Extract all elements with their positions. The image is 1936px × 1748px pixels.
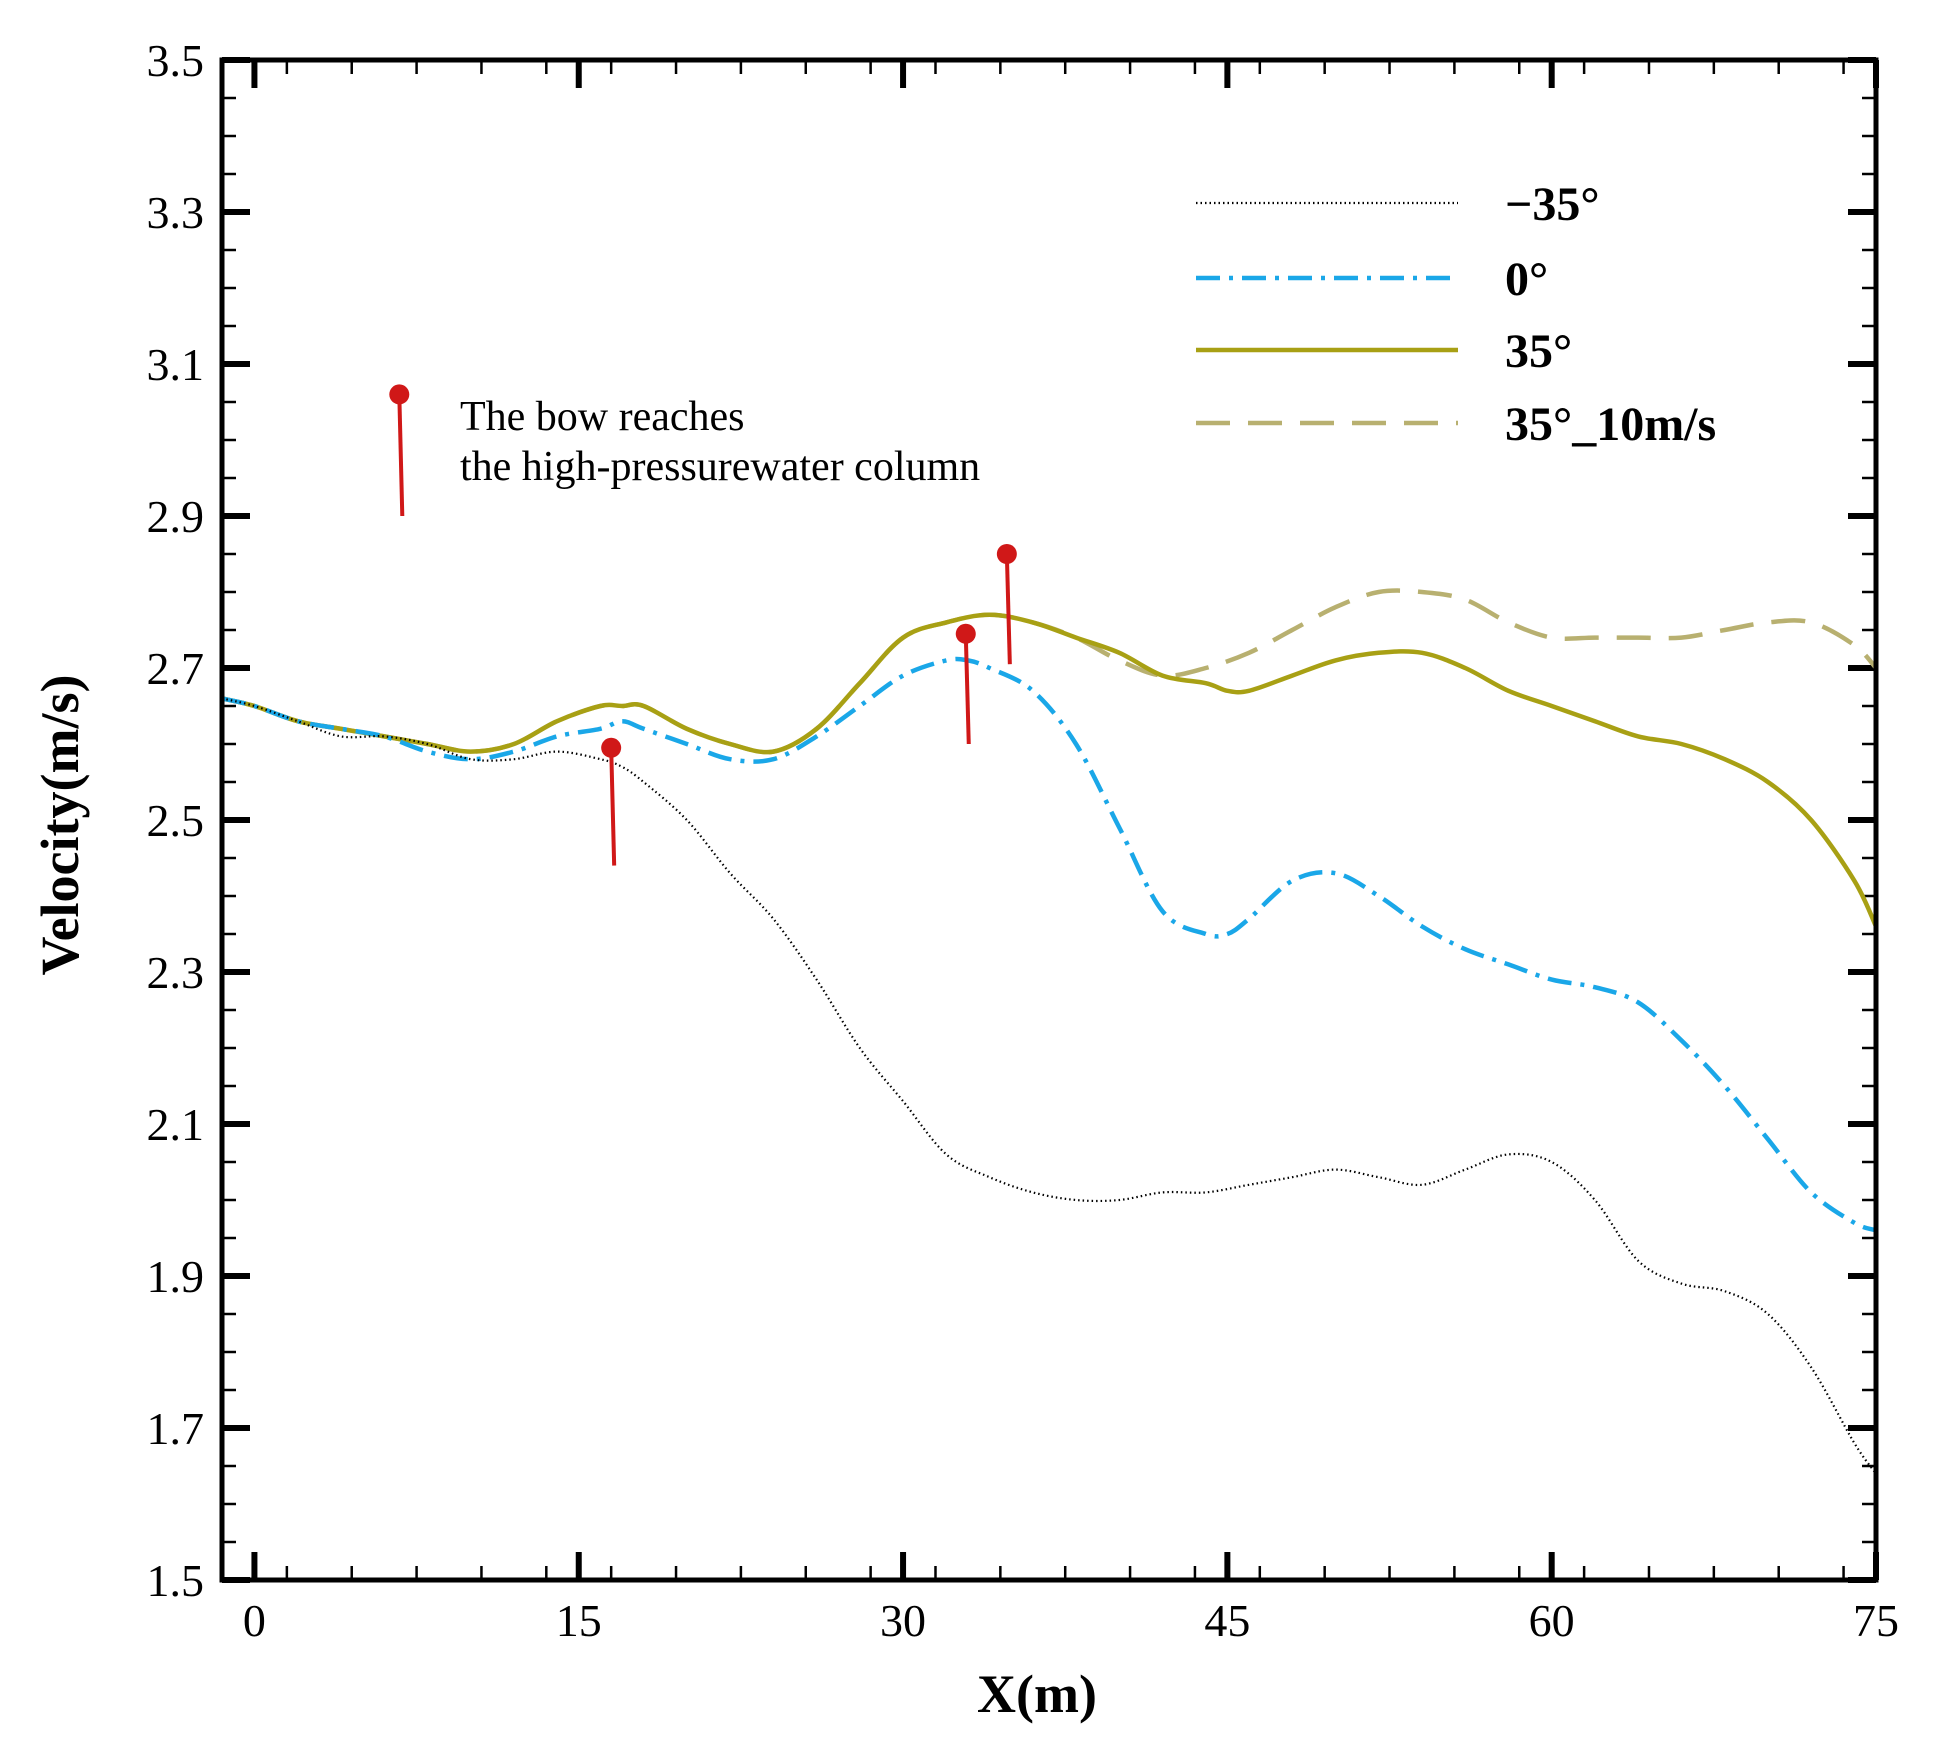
y-tick-label: 1.9 bbox=[147, 1251, 205, 1302]
tick-labels: 1.5 1.7 1.9 2.1 2.3 2.5 2.7 2.9 3.1 3.3 3.5 0 15 30 45… bbox=[147, 35, 1900, 1646]
y-tick-label: 2.5 bbox=[147, 795, 205, 846]
pin-stem bbox=[1004, 553, 1012, 665]
y-tick-label: 1.7 bbox=[147, 1403, 205, 1454]
y-tick-label: 2.7 bbox=[147, 643, 205, 694]
annotation-text-line2: the high-pressurewater column bbox=[460, 444, 980, 490]
plot-frame bbox=[219, 57, 1879, 1583]
x-tick-label: 75 bbox=[1853, 1595, 1899, 1646]
pin-stem bbox=[609, 747, 617, 866]
series-35deg-10ms-line bbox=[221, 588, 1878, 755]
series-neg35-line bbox=[221, 697, 1877, 1475]
series-0deg-line bbox=[221, 656, 1877, 1233]
legend-label-neg35: −35° bbox=[1505, 178, 1600, 231]
pin-marker-icon bbox=[996, 544, 1017, 564]
x-tick-label: 0 bbox=[243, 1595, 266, 1646]
legend-label-35deg: 35° bbox=[1505, 325, 1572, 378]
series-35deg-line bbox=[221, 612, 1879, 928]
y-tick-label: 3.5 bbox=[147, 35, 205, 86]
y-tick-label: 3.1 bbox=[147, 339, 205, 390]
annotation-pin-stem bbox=[397, 394, 405, 517]
annotation-pin-icon bbox=[389, 384, 410, 405]
x-tick-label: 30 bbox=[880, 1595, 926, 1646]
ticks-layer bbox=[220, 57, 1879, 1583]
y-tick-label: 3.3 bbox=[147, 187, 205, 238]
x-axis-title: X(m) bbox=[977, 1664, 1097, 1724]
pin-marker-icon bbox=[601, 737, 622, 758]
x-tick-label: 45 bbox=[1204, 1595, 1250, 1646]
legend-label-0deg: 0° bbox=[1505, 253, 1548, 306]
pin-marker-icon bbox=[955, 623, 976, 644]
y-tick-label: 2.3 bbox=[147, 947, 205, 998]
series-layer bbox=[221, 588, 1879, 1475]
pin-stem bbox=[963, 633, 971, 745]
y-tick-label: 1.5 bbox=[147, 1555, 205, 1606]
x-tick-label: 60 bbox=[1529, 1595, 1575, 1646]
y-tick-label: 2.9 bbox=[147, 491, 205, 542]
x-tick-label: 15 bbox=[556, 1595, 602, 1646]
y-tick-label: 2.1 bbox=[147, 1099, 205, 1150]
legend: −35° 0° 35° 35°_10m/s bbox=[1196, 178, 1716, 451]
y-axis-title: Velocity(m/s) bbox=[30, 675, 90, 976]
pins-layer bbox=[601, 544, 1017, 866]
annotation-text-line1: The bow reaches bbox=[460, 394, 745, 440]
annotation: The bow reaches the high-pressurewater c… bbox=[389, 384, 980, 517]
legend-label-35deg-10ms: 35°_10m/s bbox=[1505, 398, 1716, 451]
